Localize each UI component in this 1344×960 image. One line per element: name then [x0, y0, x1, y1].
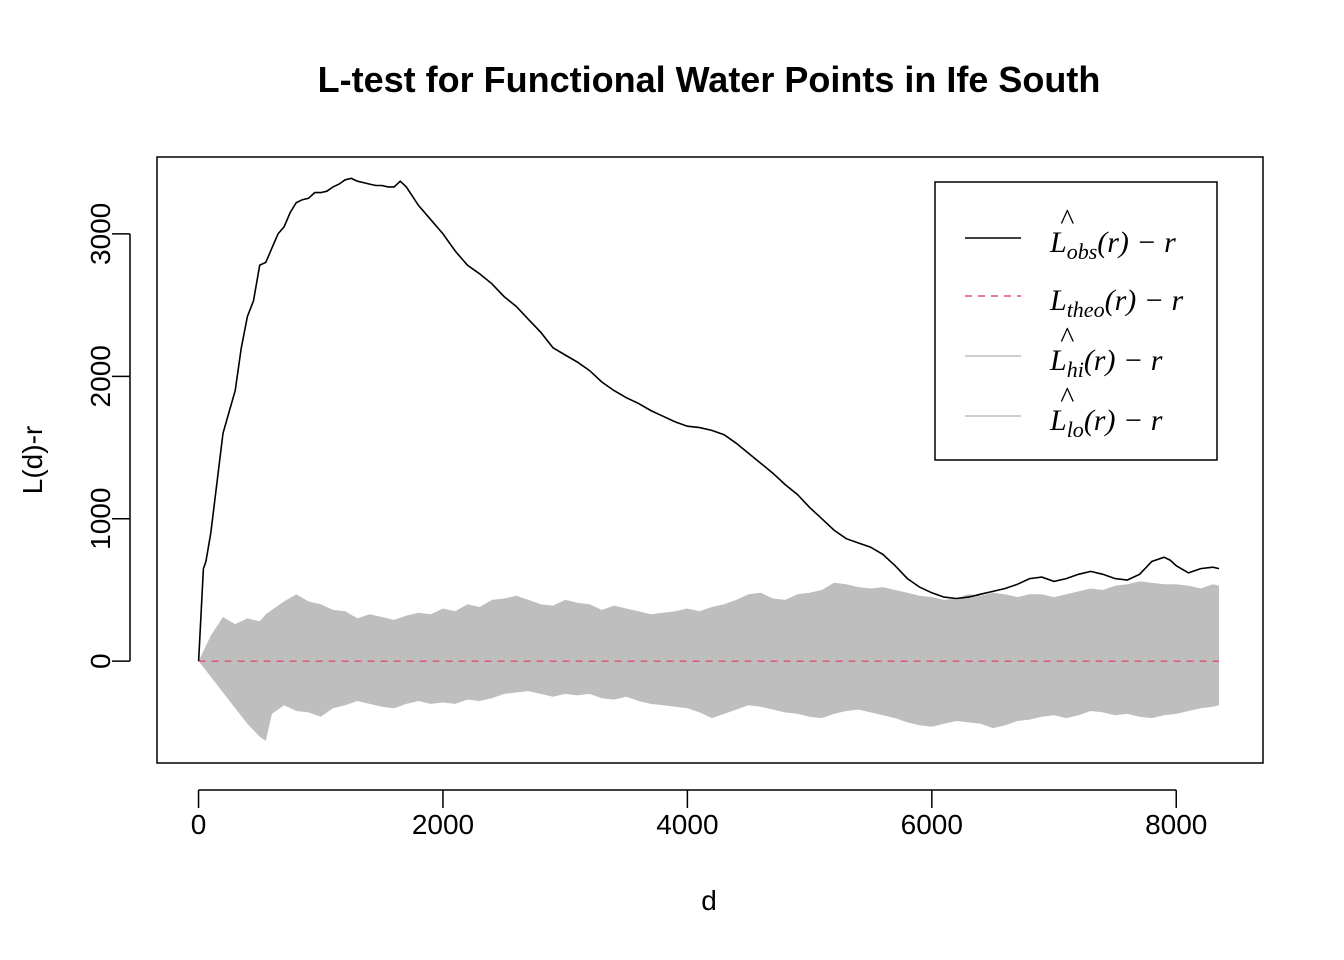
series-line-obs	[197, 177, 1220, 662]
legend-box	[934, 181, 1218, 461]
plot-frame	[156, 156, 1264, 764]
y-tick-label: 2000	[85, 345, 116, 407]
legend-label-theo: Ltheo(r) − r	[1049, 284, 1183, 322]
y-axis-label: L(d)-r	[17, 426, 48, 494]
y-axis: 0 1000 2000 3000	[85, 203, 131, 669]
x-tick-label: 6000	[901, 809, 963, 840]
x-tick-label: 2000	[412, 809, 474, 840]
legend-hat-hi: ^	[1060, 321, 1075, 354]
legend-label-lo: Llo(r) − r	[1049, 404, 1163, 442]
x-tick-label: 0	[191, 809, 207, 840]
legend-label-hi: Lhi(r) − r	[1049, 344, 1163, 382]
plot-area	[197, 177, 1220, 741]
legend-label-obs: Lobs(r) − r	[1049, 226, 1176, 264]
y-tick-label: 1000	[85, 488, 116, 550]
x-axis: 0 2000 4000 6000 8000	[191, 789, 1207, 840]
x-tick-label: 4000	[656, 809, 718, 840]
x-axis-label: d	[701, 885, 717, 916]
y-tick-label: 3000	[85, 203, 116, 265]
chart-title: L-test for Functional Water Points in If…	[318, 59, 1101, 100]
legend-hat-obs: ^	[1060, 203, 1075, 236]
x-tick-label: 8000	[1145, 809, 1207, 840]
legend-hat-lo: ^	[1060, 381, 1075, 414]
y-tick-label: 0	[85, 653, 116, 669]
